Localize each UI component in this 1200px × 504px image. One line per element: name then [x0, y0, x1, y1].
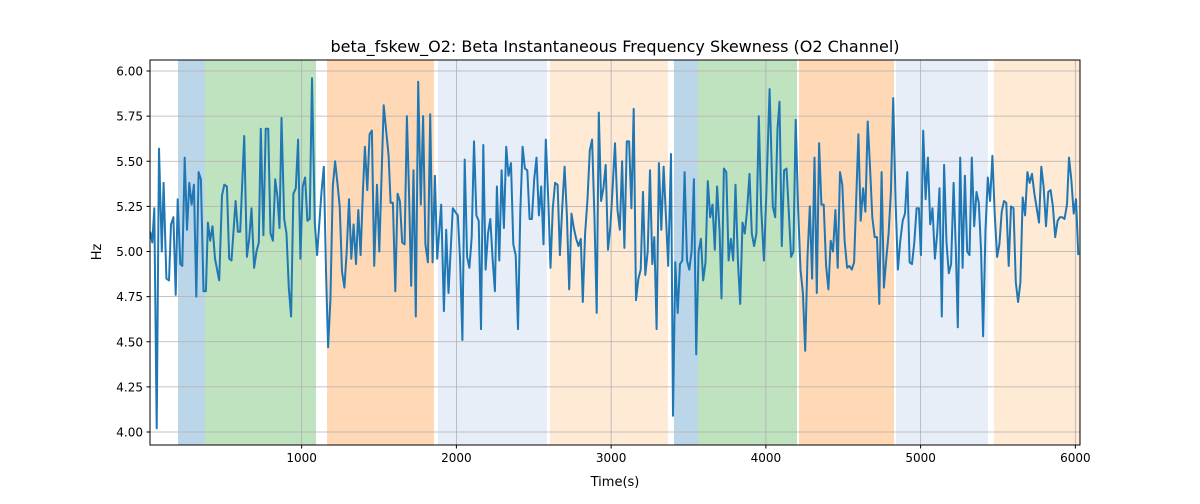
shaded-span — [204, 60, 317, 445]
y-tick-label: 5.00 — [116, 245, 143, 259]
y-tick-label: 4.25 — [116, 380, 143, 394]
x-tick-label: 6000 — [1060, 451, 1091, 465]
x-tick-label: 3000 — [596, 451, 627, 465]
x-axis-label: Time(s) — [590, 475, 640, 490]
x-tick-label: 4000 — [751, 451, 782, 465]
y-tick-label: 5.50 — [116, 155, 143, 169]
y-tick-label: 4.00 — [116, 426, 143, 440]
y-tick-label: 4.50 — [116, 335, 143, 349]
ticks: 1000 2000 3000 4000 5000 6000 4.00 4.25 4.50 4.75… — [116, 65, 1090, 465]
x-tick-label: 1000 — [286, 451, 317, 465]
series-line-beta_fskew_O2 — [149, 77, 1080, 430]
y-tick-label: 4.75 — [116, 290, 143, 304]
y-tick-label: 5.75 — [116, 110, 143, 124]
y-axis-label: Hz — [90, 244, 105, 261]
y-tick-label: 5.25 — [116, 200, 143, 214]
x-tick-label: 5000 — [905, 451, 936, 465]
series-lines — [149, 77, 1080, 430]
chart-title: beta_fskew_O2: Beta Instantaneous Freque… — [330, 37, 899, 57]
axes-frame — [149, 59, 1081, 446]
x-tick-label: 2000 — [441, 451, 472, 465]
y-tick-label: 6.00 — [116, 65, 143, 79]
